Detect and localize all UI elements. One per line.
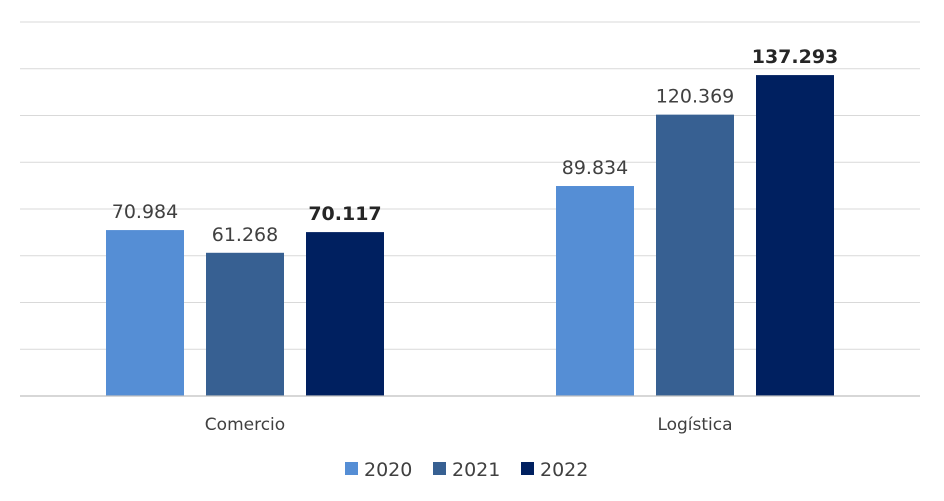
category-label: Logística bbox=[657, 415, 732, 435]
legend: 2020 2021 2022 bbox=[345, 459, 588, 481]
data-label: 137.293 bbox=[752, 46, 839, 68]
bars-group bbox=[106, 75, 834, 397]
bar-2021-Comercio bbox=[206, 252, 284, 396]
legend-label: 2020 bbox=[364, 459, 412, 481]
bar-2022-Comercio bbox=[306, 232, 384, 396]
category-label: Comercio bbox=[205, 415, 285, 435]
legend-swatch bbox=[433, 462, 446, 475]
data-labels-group: 70.984 61.268 70.117 89.834 120.369 137.293 bbox=[112, 46, 839, 246]
bar-2020-Logística bbox=[556, 186, 634, 396]
bar-2021-Logística bbox=[656, 114, 734, 397]
data-label: 89.834 bbox=[562, 157, 628, 179]
legend-label: 2022 bbox=[540, 459, 588, 481]
legend-label: 2021 bbox=[452, 459, 500, 481]
bar-2022-Logística bbox=[756, 75, 834, 397]
bar-2020-Comercio bbox=[106, 230, 184, 396]
data-label: 70.984 bbox=[112, 201, 178, 223]
legend-swatch bbox=[345, 462, 358, 475]
category-labels-group: Comercio Logística bbox=[205, 415, 733, 435]
data-label: 61.268 bbox=[212, 224, 278, 246]
data-label: 70.117 bbox=[308, 203, 381, 225]
data-label: 120.369 bbox=[656, 86, 735, 108]
legend-swatch bbox=[521, 462, 534, 475]
